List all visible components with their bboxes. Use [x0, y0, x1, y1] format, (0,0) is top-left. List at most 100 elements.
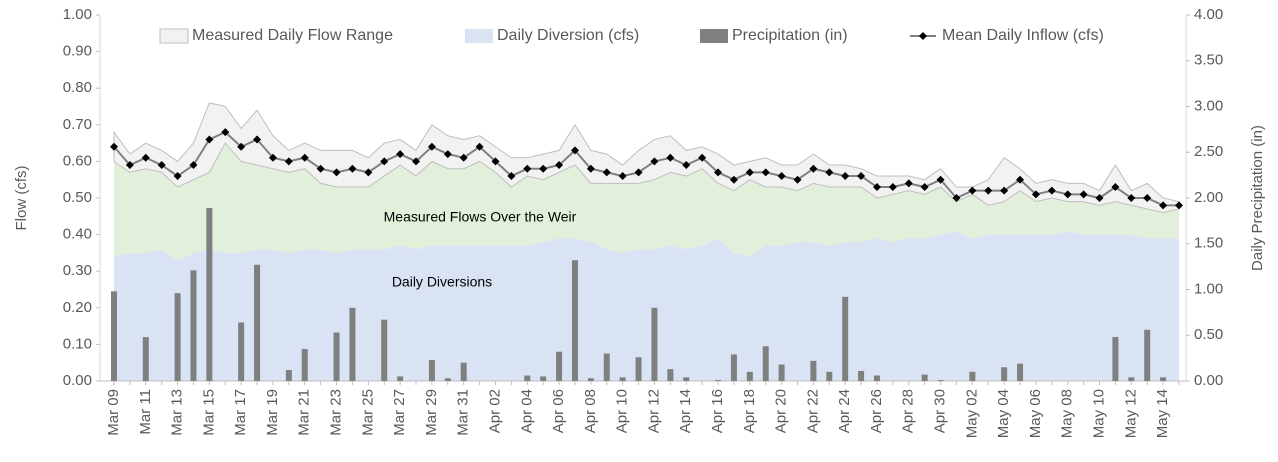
precipitation-bar: [730, 354, 737, 381]
mean-inflow-marker: [1063, 190, 1072, 199]
mean-inflow-marker: [1047, 186, 1056, 195]
x-tick-label: Apr 02: [486, 389, 503, 433]
mean-inflow-marker: [1095, 194, 1104, 202]
mean-inflow-marker: [125, 161, 134, 170]
mean-inflow-marker: [459, 153, 468, 162]
mean-inflow-marker: [872, 183, 881, 192]
mean-inflow-marker: [952, 194, 961, 202]
precipitation-bar: [1128, 377, 1135, 381]
precipitation-bar: [1144, 329, 1151, 381]
mean-inflow-marker: [666, 153, 675, 162]
y-tick-label: 0.80: [63, 79, 92, 96]
mean-inflow-marker: [793, 175, 802, 184]
precipitation-bar: [1001, 367, 1008, 381]
mean-inflow-marker: [237, 142, 246, 151]
mean-inflow-marker: [650, 157, 659, 166]
precipitation-bar: [921, 374, 928, 381]
mean-inflow-marker: [157, 161, 166, 170]
precipitation-bar: [333, 332, 340, 381]
x-tick-label: Mar 09: [105, 389, 122, 436]
precipitation-bar: [571, 260, 578, 381]
legend-symbol: [159, 28, 189, 44]
mean-inflow-marker: [777, 172, 786, 181]
precipitation-bar: [397, 376, 404, 381]
mean-inflow-marker: [904, 179, 913, 188]
legend-label: Mean Daily Inflow (cfs): [942, 27, 1104, 44]
legend-symbol: [700, 29, 728, 43]
mean-inflow-marker: [300, 153, 309, 162]
mean-inflow-marker: [634, 168, 643, 177]
y2-tick-label: 0.50: [1194, 326, 1223, 343]
y2-tick-label: 1.50: [1194, 235, 1223, 252]
x-tick-label: May 04: [995, 389, 1012, 438]
x-tick-label: Mar 31: [455, 389, 472, 436]
mean-inflow-marker: [825, 168, 834, 177]
mean-inflow-marker: [936, 175, 945, 184]
precipitation-bar: [969, 371, 976, 381]
mean-inflow-marker: [920, 183, 929, 192]
precipitation-bar: [206, 208, 213, 381]
mean-inflow-marker: [1016, 175, 1025, 184]
precipitation-bar: [762, 346, 769, 381]
mean-inflow-marker: [380, 157, 389, 166]
mean-inflow-marker: [1143, 194, 1152, 202]
mean-inflow-marker: [714, 168, 723, 177]
x-tick-label: Mar 21: [296, 389, 313, 436]
mean-inflow-marker: [761, 168, 770, 177]
mean-inflow-marker: [841, 172, 850, 181]
y-tick-label: 0.70: [63, 116, 92, 133]
x-tick-label: Mar 29: [423, 389, 440, 436]
mean-inflow-marker: [173, 172, 182, 181]
legend-label: Daily Diversion (cfs): [497, 27, 639, 44]
legend-label: Measured Daily Flow Range: [192, 27, 393, 44]
mean-inflow-marker: [1000, 186, 1009, 195]
precipitation-bar: [1017, 363, 1024, 381]
annotation: Measured Flows Over the Weir: [384, 209, 577, 225]
precipitation-bar: [937, 380, 944, 381]
precipitation-bar: [190, 270, 197, 381]
precipitation-bar: [285, 370, 292, 381]
mean-inflow-marker: [618, 172, 627, 181]
x-tick-label: Mar 15: [200, 389, 217, 436]
mean-inflow-marker: [968, 186, 977, 195]
precipitation-bar: [142, 337, 149, 381]
mean-inflow-marker: [348, 164, 357, 173]
x-tick-label: Mar 23: [328, 389, 345, 436]
precipitation-bar: [254, 264, 261, 381]
x-tick-label: Apr 30: [932, 389, 949, 433]
x-tick-label: Apr 12: [645, 389, 662, 433]
x-tick-label: Mar 13: [169, 389, 186, 436]
y-tick-label: 0.50: [63, 189, 92, 206]
precipitation-bar: [778, 364, 785, 381]
mean-inflow-marker: [364, 168, 373, 177]
y-tick-label: 0.60: [63, 152, 92, 169]
y2-tick-label: 1.00: [1194, 280, 1223, 297]
mean-inflow-marker: [555, 161, 564, 170]
y2-tick-label: 4.00: [1194, 6, 1223, 23]
mean-inflow-marker: [984, 186, 993, 195]
precipitation-bar: [349, 307, 356, 381]
x-tick-label: Apr 28: [900, 389, 917, 433]
mean-inflow-marker: [1079, 190, 1088, 199]
x-tick-label: Apr 24: [836, 389, 853, 433]
x-tick-label: Apr 14: [677, 389, 694, 433]
x-tick-label: May 08: [1059, 389, 1076, 438]
mean-inflow-marker: [332, 168, 341, 177]
mean-inflow-marker: [729, 175, 738, 184]
mean-inflow-marker: [396, 150, 405, 159]
x-tick-label: Apr 22: [804, 389, 821, 433]
precipitation-bar: [174, 293, 181, 381]
x-tick-label: Apr 18: [741, 389, 758, 433]
precipitation-bar: [746, 371, 753, 381]
mean-inflow-marker: [443, 150, 452, 159]
precipitation-bar: [1112, 337, 1119, 381]
precipitation-bar: [301, 348, 308, 381]
precipitation-bar: [651, 307, 658, 381]
precipitation-bar: [540, 376, 547, 381]
y-tick-label: 0.40: [63, 226, 92, 243]
x-tick-label: May 06: [1027, 389, 1044, 438]
x-tick-label: Apr 16: [709, 389, 726, 433]
mean-inflow-marker: [284, 157, 293, 166]
precipitation-bar: [111, 291, 117, 381]
